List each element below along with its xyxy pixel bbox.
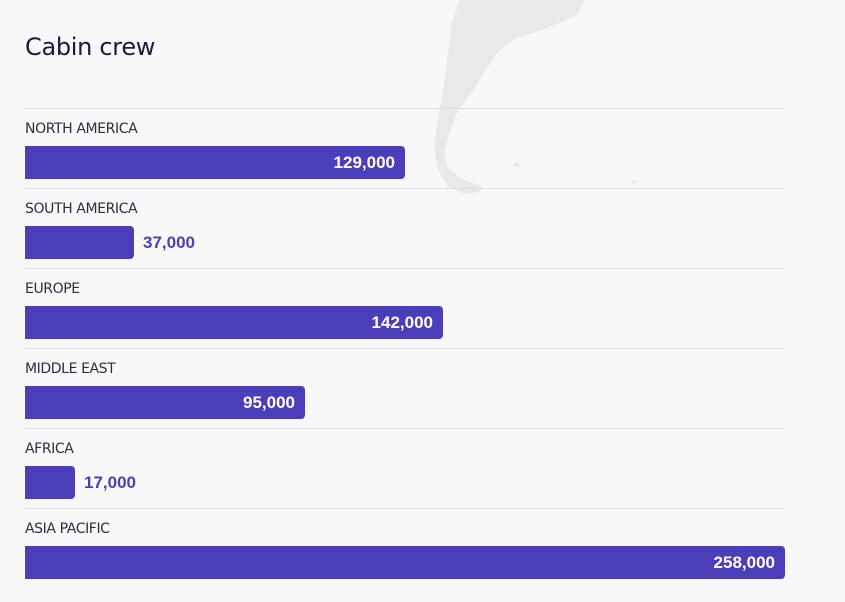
value-label: 17,000 [84,473,136,492]
chart-row: EUROPE 142,000 [25,268,785,348]
bar-chart: NORTH AMERICA 129,000 SOUTH AMERICA 37,000 E… [25,108,785,588]
chart-row: ASIA PACIFIC 258,000 [25,508,785,588]
chart-row: NORTH AMERICA 129,000 [25,108,785,188]
chart-row: AFRICA 17,000 [25,428,785,508]
bar [25,146,405,179]
bar [25,466,75,499]
value-label: 95,000 [243,393,295,412]
category-label: SOUTH AMERICA [25,201,138,217]
category-label: AFRICA [25,441,74,457]
value-label: 129,000 [333,153,395,172]
value-label: 37,000 [143,233,195,252]
category-label: ASIA PACIFIC [25,521,110,537]
category-label: MIDDLE EAST [25,361,116,377]
category-label: NORTH AMERICA [25,121,138,137]
bar [25,546,785,579]
bar [25,226,134,259]
chart-title: Cabin crew [25,33,156,61]
bar [25,306,443,339]
chart-row: MIDDLE EAST 95,000 [25,348,785,428]
chart-row: SOUTH AMERICA 37,000 [25,188,785,268]
value-label: 258,000 [713,553,775,572]
category-label: EUROPE [25,281,80,297]
bar [25,386,305,419]
value-label: 142,000 [371,313,433,332]
